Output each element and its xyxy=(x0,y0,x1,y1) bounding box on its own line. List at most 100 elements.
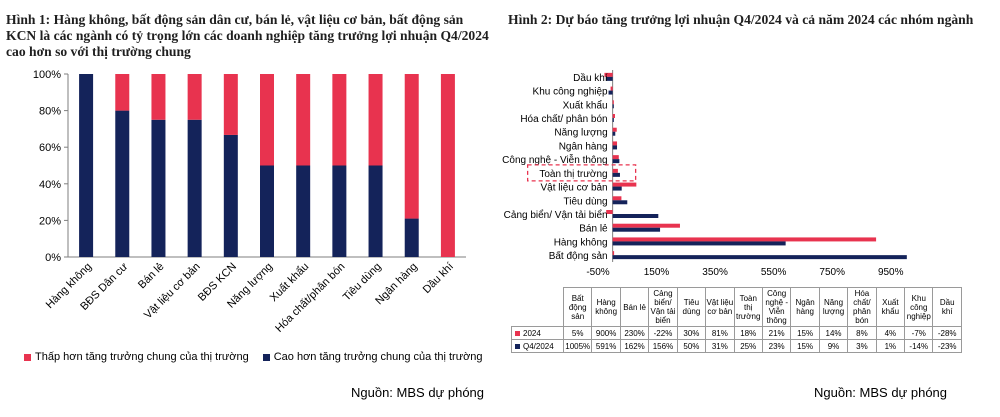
bar-2024 xyxy=(612,251,615,256)
table-header-cell: Hóa chất/ phân bón xyxy=(847,287,877,327)
table-cell: 14% xyxy=(818,326,849,340)
table-cell: -14% xyxy=(904,339,934,353)
x-tick-label: Bán lẻ xyxy=(136,261,167,292)
legend-item-higher: Cao hơn tăng trưởng chung của thị trường xyxy=(262,351,483,363)
x-tick-label: 950% xyxy=(878,267,904,278)
category-label: Năng lượng xyxy=(554,128,607,139)
left-legend: Thấp hơn tăng trưởng chung của thị trườn… xyxy=(24,351,483,363)
bar-lower xyxy=(404,74,419,219)
data-table: Bất động sản Hàng không Bán lẻ Cảng biển/ V… xyxy=(511,287,962,353)
bar-2024 xyxy=(604,72,613,77)
table-header-cell: Cảng biển/ Vận tải biển xyxy=(648,287,678,327)
bar-higher xyxy=(296,165,311,257)
legend-label-lower: Thấp hơn tăng trưởng chung của thị trườn… xyxy=(35,351,249,363)
bar-higher xyxy=(79,74,94,257)
bar-q4-2024 xyxy=(612,186,622,191)
bar-2024 xyxy=(612,155,619,160)
table-header-cell: Tiêu dùng xyxy=(676,287,707,327)
table-header-cell: Năng lượng xyxy=(818,287,849,327)
table-cell: 8% xyxy=(847,326,877,340)
table-header-cell: Hàng không xyxy=(591,287,621,327)
bar-2024 xyxy=(612,168,618,173)
bar-higher xyxy=(115,110,130,257)
category-label: Xuất khẩu xyxy=(563,99,608,111)
category-label: Toàn thị trường xyxy=(539,169,607,180)
table-cell: 23% xyxy=(761,339,792,353)
bar-higher xyxy=(332,165,347,257)
table-header-cell: Công nghệ - Viễn thông xyxy=(761,287,792,327)
table-header-cell: Dầu khí xyxy=(932,287,962,327)
table-cell: 5% xyxy=(562,326,593,340)
table-cell: 900% xyxy=(591,326,621,340)
bar-lower xyxy=(368,74,383,166)
table-header-cell: Bất động sản xyxy=(562,287,593,327)
x-tick-label: -50% xyxy=(586,267,609,278)
category-label: Hóa chất/ phân bón xyxy=(520,113,607,125)
table-cell: 21% xyxy=(761,326,792,340)
bar-q4-2024 xyxy=(612,200,628,205)
category-label: Bất động sản xyxy=(549,250,608,262)
category-label: Công nghệ - Viễn thông xyxy=(502,153,607,166)
bar-higher xyxy=(404,218,419,257)
table-cell: 162% xyxy=(619,339,650,353)
y-tick-label: 80% xyxy=(39,106,61,118)
table-cell: 156% xyxy=(648,339,678,353)
table-cell: 30% xyxy=(676,326,707,340)
category-label: Bán lẻ xyxy=(579,224,608,235)
table-row-label-text: Q4/2024 xyxy=(523,341,554,351)
bar-2024 xyxy=(612,196,622,201)
bar-lower xyxy=(187,74,202,120)
bar-2024 xyxy=(610,86,613,91)
y-tick-label: 20% xyxy=(39,215,61,227)
category-label: Hàng không xyxy=(554,237,608,248)
bar-lower xyxy=(260,74,274,166)
bar-q4-2024 xyxy=(612,214,659,218)
table-cell: 591% xyxy=(591,339,621,353)
x-tick-label: 750% xyxy=(819,267,845,278)
legend-swatch-navy xyxy=(262,353,270,361)
table-cell: 18% xyxy=(733,326,763,340)
bar-higher xyxy=(368,165,383,257)
bar-lower xyxy=(223,74,238,135)
bar-higher xyxy=(187,119,202,257)
table-corner-cell xyxy=(512,288,564,327)
table-cell: 4% xyxy=(875,326,906,340)
category-label: Ngân hàng xyxy=(559,141,608,152)
bar-lower xyxy=(440,74,455,257)
table-row-label-text: 2024 xyxy=(523,328,541,338)
bar-lower xyxy=(151,74,166,120)
table-cell: 25% xyxy=(733,339,763,353)
legend-item-lower: Thấp hơn tăng trưởng chung của thị trườn… xyxy=(24,351,249,363)
x-tick-label: Hóa chất/phân bón xyxy=(273,261,347,335)
bar-q4-2024 xyxy=(605,76,613,81)
table-cell: 15% xyxy=(790,326,820,340)
right-chart-title: Hình 2: Dự báo tăng trưởng lợi nhuận Q4/… xyxy=(508,12,974,27)
table-cell: 15% xyxy=(790,339,820,353)
legend-label-higher: Cao hơn tăng trưởng chung của thị trường xyxy=(273,351,483,363)
table-header-cell: Toàn thị trường xyxy=(733,287,763,327)
bar-2024 xyxy=(606,210,613,214)
x-tick-label: Dầu khí xyxy=(421,261,456,296)
table-cell: 50% xyxy=(676,339,707,353)
table-legend-swatch xyxy=(515,330,520,336)
y-tick-label: 60% xyxy=(39,142,61,154)
bar-2024 xyxy=(612,223,680,228)
table-row-label: 2024 xyxy=(511,326,564,340)
table-cell: -7% xyxy=(904,326,934,340)
bar-lower xyxy=(115,74,130,111)
table-row-label: Q4/2024 xyxy=(511,339,564,353)
bar-q4-2024 xyxy=(612,131,616,136)
bar-q4-2024 xyxy=(612,172,620,177)
x-tick-label: 350% xyxy=(702,267,728,278)
bar-q4-2024 xyxy=(612,159,620,164)
y-tick-label: 40% xyxy=(39,179,61,191)
bar-q4-2024 xyxy=(612,255,907,260)
table-cell: 1005% xyxy=(562,339,593,353)
table-row: Q4/2024 1005% 591% 162% 156% 50% 31% 25% 23% 15% 9… xyxy=(511,339,962,353)
bar-higher xyxy=(223,134,238,257)
table-row: 2024 5% 900% 230% -22% 30% 81% 18% 21% 15% 14% 8% 4%… xyxy=(511,326,962,340)
left-source: Nguồn: MBS dự phóng xyxy=(351,385,485,400)
legend-swatch-red xyxy=(24,353,31,361)
